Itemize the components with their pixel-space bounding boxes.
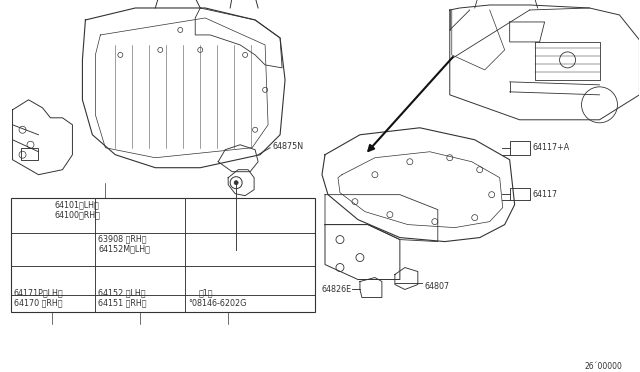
Text: 64807: 64807 xyxy=(425,282,450,291)
Bar xyxy=(509,187,530,200)
Text: 64171P〈LH〉: 64171P〈LH〉 xyxy=(13,288,63,297)
Text: 26´00000: 26´00000 xyxy=(584,362,623,371)
Text: 63908 〈RH〉: 63908 〈RH〉 xyxy=(99,234,147,243)
Text: 64170 〈RH〉: 64170 〈RH〉 xyxy=(13,298,62,307)
Bar xyxy=(10,198,315,312)
Text: 64151 〈RH〉: 64151 〈RH〉 xyxy=(99,298,147,307)
Text: 64152M〈LH〉: 64152M〈LH〉 xyxy=(99,244,150,253)
Bar xyxy=(509,141,530,155)
Text: 〈1〉: 〈1〉 xyxy=(198,288,212,297)
Bar xyxy=(20,148,38,160)
Circle shape xyxy=(234,181,238,185)
Text: 64826E: 64826E xyxy=(322,285,352,294)
Text: 64101〈LH〉: 64101〈LH〉 xyxy=(54,200,99,209)
Text: 64117+A: 64117+A xyxy=(532,143,570,152)
Text: °08146-6202G: °08146-6202G xyxy=(188,299,246,308)
Text: 64875N: 64875N xyxy=(272,142,303,151)
Text: 64152 〈LH〉: 64152 〈LH〉 xyxy=(99,288,146,297)
Text: 64100〈RH〉: 64100〈RH〉 xyxy=(54,210,100,219)
Text: 64117: 64117 xyxy=(532,190,557,199)
